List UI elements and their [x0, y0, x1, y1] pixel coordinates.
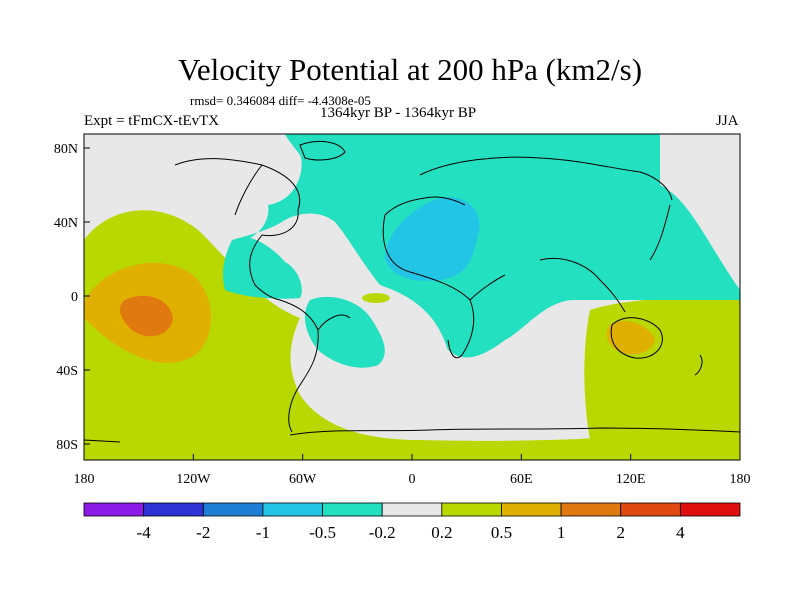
- y-tick-label: 40S: [56, 364, 78, 379]
- colorbar-label: -0.2: [369, 523, 396, 542]
- colorbar: -4 -2 -1 -0.5 -0.2 0.2 0.5 1 2 4: [83, 502, 741, 542]
- colorbar-label: 4: [676, 523, 685, 542]
- negative-region-atlantic: [304, 296, 385, 368]
- experiment-label: Expt = tFmCX-tEvTX: [84, 113, 220, 129]
- x-tick-label: 120E: [616, 472, 646, 487]
- colorbar-swatch: [501, 502, 562, 517]
- colorbar-label: 0.2: [431, 523, 452, 542]
- y-axis: 80N 40N 0 40S 80S: [54, 142, 90, 453]
- y-tick-label: 40N: [54, 216, 78, 231]
- colorbar-label: 2: [616, 523, 625, 542]
- positive-region-indian: [584, 296, 740, 440]
- colorbar-swatch: [83, 502, 145, 517]
- x-tick-label: 60E: [510, 472, 533, 487]
- positive-contour-australia: [606, 320, 655, 355]
- colorbar-label: -2: [196, 523, 210, 542]
- colorbar-swatch: [679, 502, 741, 517]
- colorbar-label: -1: [256, 523, 270, 542]
- x-tick-label: 0: [409, 472, 416, 487]
- colorbar-swatch: [262, 502, 323, 517]
- colorbar-swatch: [322, 502, 383, 517]
- map-title: Velocity Potential at 200 hPa (km2/s): [177, 52, 643, 87]
- positive-blob-atlantic: [362, 293, 390, 303]
- colorbar-swatch: [620, 502, 681, 517]
- colorbar-swatch: [441, 502, 502, 517]
- season-label: JJA: [716, 113, 739, 129]
- colorbar-label: 0.5: [491, 523, 512, 542]
- x-axis: 180 120W 60W 0 60E 120E 180: [74, 454, 751, 487]
- negative-contour-mediterranean: [385, 197, 480, 281]
- coastlines: [84, 141, 740, 443]
- colorbar-label: -0.5: [309, 523, 336, 542]
- stats-text: rmsd= 0.346084 diff= -4.4308e-05: [190, 93, 371, 108]
- positive-peak-central-pacific: [119, 295, 173, 337]
- colorbar-swatch: [560, 502, 622, 517]
- y-tick-label: 80N: [54, 142, 78, 157]
- period-label: 1364kyr BP - 1364kyr BP: [320, 105, 477, 121]
- y-tick-label: 80S: [56, 438, 78, 453]
- x-tick-label: 120W: [176, 472, 211, 487]
- y-tick-label: 0: [71, 290, 78, 305]
- positive-region-pacific: [84, 210, 740, 460]
- colorbar-swatch: [381, 502, 443, 517]
- colorbar-swatch: [143, 502, 204, 517]
- colorbar-label: 1: [557, 523, 566, 542]
- colorbar-swatch: [202, 502, 264, 517]
- negative-region-eurasia-africa: [222, 134, 740, 358]
- contour-fill: [84, 134, 740, 460]
- x-tick-label: 60W: [289, 472, 317, 487]
- x-tick-label: 180: [730, 472, 751, 487]
- x-tick-label: 180: [74, 472, 95, 487]
- colorbar-label: -4: [137, 523, 152, 542]
